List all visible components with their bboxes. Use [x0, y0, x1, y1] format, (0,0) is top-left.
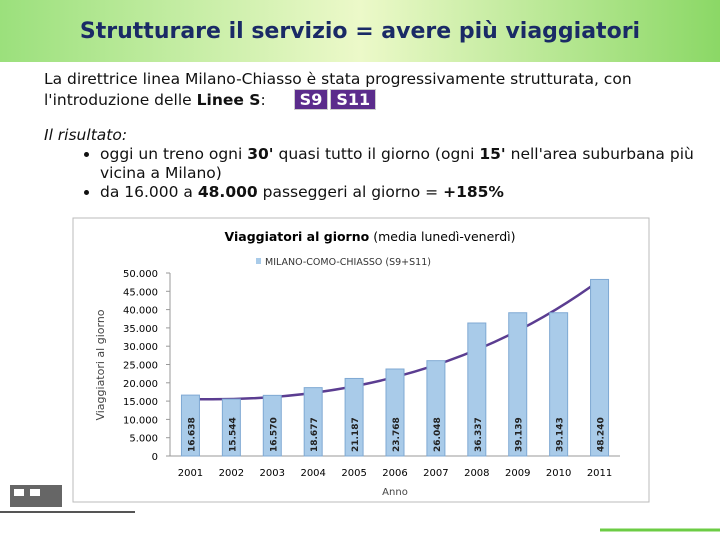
result-list: oggi un treno ogni 30' quasi tutto il gi…	[40, 145, 720, 202]
text: passeggeri al giorno =	[257, 183, 444, 201]
bar	[426, 360, 446, 457]
train-icon	[0, 485, 135, 513]
legend-label: MILANO-COMO-CHIASSO (S9+S11)	[265, 257, 431, 268]
value-label: 18.677	[310, 417, 320, 452]
value-label: 39.139	[515, 417, 525, 452]
text: nell'area suburbana più vicina a Milano)	[100, 145, 694, 182]
y-tick-label: 5.000	[129, 434, 158, 445]
bullet: da 16.000 a 48.000 passeggeri al giorno …	[100, 183, 720, 202]
text-bold: 30'	[247, 145, 274, 163]
chart-title-main: Viaggiatori al giorno	[225, 229, 370, 244]
y-tick-label: 35.000	[123, 324, 158, 335]
badge: S11	[330, 89, 377, 110]
x-tick-label: 2003	[260, 468, 285, 479]
x-tick-label: 2002	[219, 468, 244, 479]
y-tick-label: 20.000	[123, 379, 158, 390]
bar	[508, 312, 528, 457]
bullet: oggi un treno ogni 30' quasi tutto il gi…	[100, 145, 720, 183]
text-bold: +185%	[443, 183, 504, 201]
y-tick-label: 10.000	[123, 415, 158, 426]
y-tick-label: 25.000	[123, 361, 158, 372]
text-bold: 15'	[479, 145, 506, 163]
bar	[344, 377, 364, 457]
bar	[467, 322, 487, 457]
value-label: 21.187	[351, 417, 361, 452]
x-tick-label: 2004	[300, 468, 325, 479]
intro-bold: Linee S	[196, 91, 261, 109]
trend-line	[189, 278, 601, 401]
chart-subtitle: (media lunedì-venerdì)	[373, 229, 515, 244]
x-tick-label: 2005	[341, 468, 366, 479]
value-label: 39.143	[556, 417, 566, 452]
bar	[590, 278, 610, 457]
title-bar	[0, 0, 720, 62]
y-tick-label: 40.000	[123, 306, 158, 317]
y-tick-label: 45.000	[123, 287, 158, 298]
x-tick-label: 2009	[505, 468, 530, 479]
y-tick-label: 30.000	[123, 342, 158, 353]
text: oggi un treno ogni	[100, 145, 248, 163]
bar	[385, 368, 405, 457]
intro-text: :	[260, 91, 266, 109]
badge: S9	[293, 89, 329, 110]
text: da 16.000 a	[100, 183, 198, 201]
intro-text: La direttrice linea Milano-Chiasso è sta…	[44, 70, 632, 109]
value-label: 15.544	[228, 417, 238, 452]
y-tick-label: 15.000	[123, 397, 158, 408]
slide-title: Strutturare il servizio = avere più viag…	[80, 19, 640, 44]
x-tick-label: 2008	[464, 468, 489, 479]
bar	[180, 394, 200, 457]
bar	[303, 387, 323, 457]
bar	[262, 394, 282, 457]
x-tick-label: 2001	[178, 468, 203, 479]
result-label: Il risultato:	[44, 126, 128, 144]
x-axis-label: Anno	[382, 487, 408, 498]
chart-title: Viaggiatori al giorno (media lunedì-vene…	[225, 229, 516, 244]
x-tick-label: 2010	[546, 468, 571, 479]
x-tick-label: 2007	[423, 468, 448, 479]
text-bold: 48.000	[197, 183, 258, 201]
value-label: 26.048	[433, 417, 443, 452]
y-axis-label: Viaggiatori al giorno	[94, 309, 107, 420]
x-tick-label: 2011	[587, 468, 612, 479]
intro: La direttrice linea Milano-Chiasso è sta…	[44, 70, 664, 110]
value-label: 36.337	[474, 417, 484, 452]
legend-swatch	[256, 258, 261, 264]
bar	[221, 398, 241, 457]
x-tick-label: 2006	[382, 468, 407, 479]
text: quasi tutto il giorno (ogni	[273, 145, 480, 163]
value-label: 23.768	[392, 417, 402, 452]
value-label: 16.638	[187, 417, 197, 452]
bar	[549, 312, 569, 457]
value-label: 48.240	[597, 417, 607, 452]
value-label: 16.570	[269, 417, 279, 452]
y-tick-label: 50.000	[123, 269, 158, 280]
y-tick-label: 0	[152, 452, 158, 463]
